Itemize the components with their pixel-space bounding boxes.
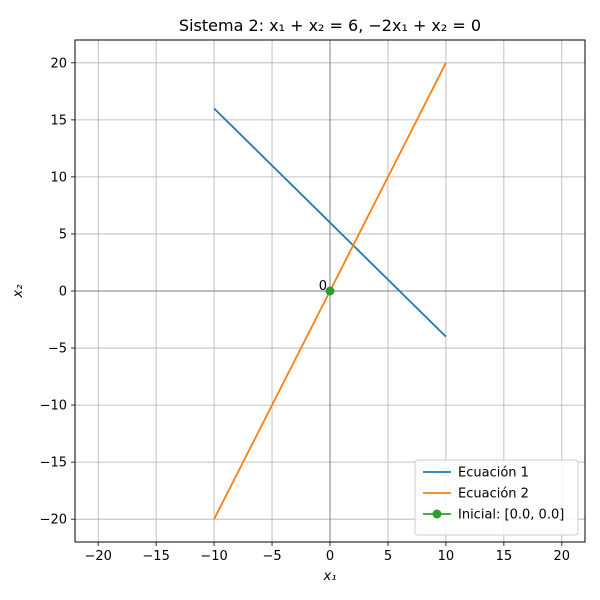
legend-box (414, 459, 579, 536)
y-tick-label: −20 (40, 513, 67, 528)
x-ticks: −20 −15 −10 −5 0 5 10 15 20 (84, 542, 570, 564)
x-tick-label: −10 (200, 549, 227, 564)
y-tick-label: −15 (40, 456, 67, 471)
x-tick-label: −20 (84, 549, 111, 564)
y-ticks: −20 −15 −10 −5 0 5 10 15 20 (40, 56, 75, 528)
points: 0 (319, 279, 335, 296)
legend-label: Ecuación 2 (458, 487, 529, 502)
legend-label: Ecuación 1 (458, 466, 529, 481)
point-annotation: 0 (319, 279, 327, 294)
y-tick-label: −10 (40, 399, 67, 414)
y-axis-label: x₂ (11, 285, 26, 299)
y-tick-label: 5 (59, 227, 67, 242)
x-tick-label: 5 (384, 549, 392, 564)
x-tick-label: 0 (326, 549, 334, 564)
series-line-1 (213, 107, 447, 338)
legend-marker (432, 509, 442, 519)
y-tick-label: −5 (48, 342, 67, 357)
x-tick-label: −15 (142, 549, 169, 564)
y-tick-label: 10 (50, 170, 67, 185)
x-axis-label: x₁ (323, 569, 337, 584)
x-tick-label: 20 (554, 549, 571, 564)
chart-title: Sistema 2: x₁ + x₂ = 6, −2x₁ + x₂ = 0 (179, 16, 481, 35)
legend: Ecuación 1 Ecuación 2 Inicial: [0.0, 0.0] (414, 459, 579, 536)
y-tick-label: 0 (59, 285, 67, 300)
x-tick-label: −5 (262, 549, 281, 564)
y-tick-label: 15 (50, 113, 67, 128)
y-tick-label: 20 (50, 56, 67, 71)
legend-label: Inicial: [0.0, 0.0] (458, 508, 564, 523)
x-tick-label: 15 (496, 549, 513, 564)
initial-point (325, 286, 335, 296)
x-tick-label: 10 (438, 549, 455, 564)
